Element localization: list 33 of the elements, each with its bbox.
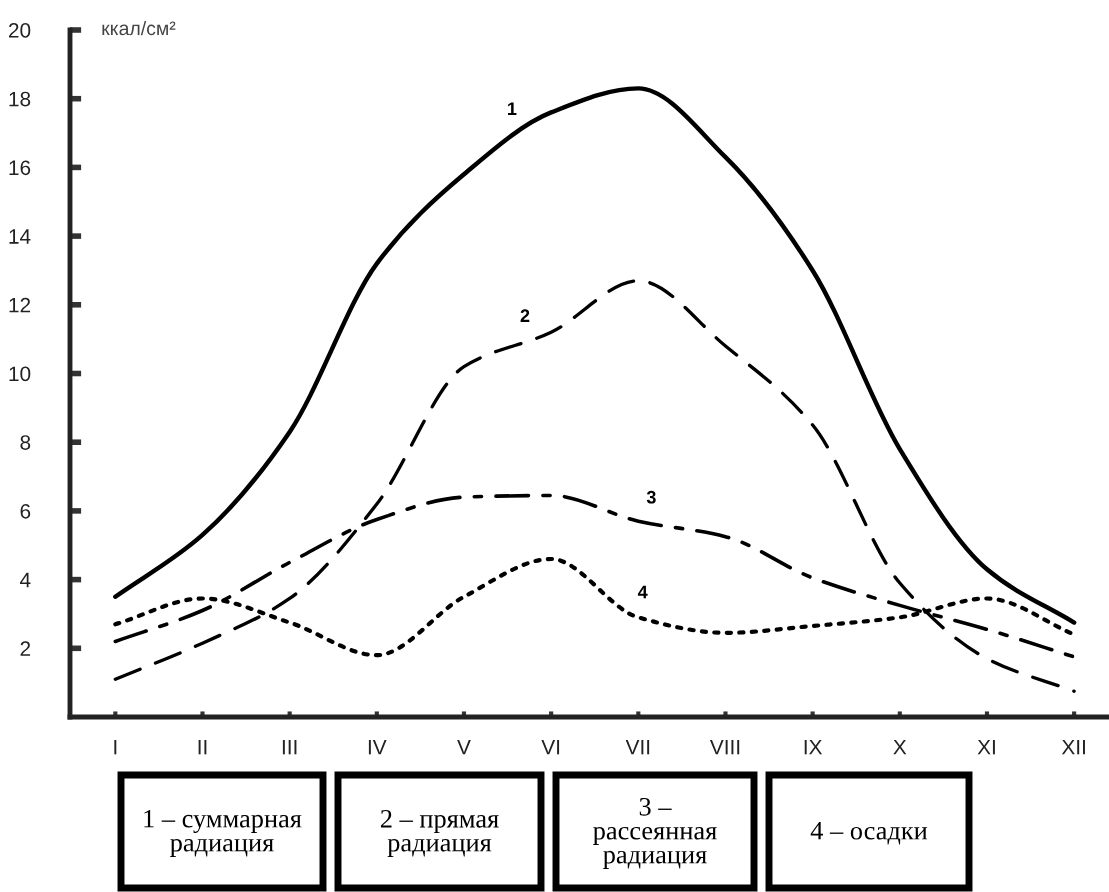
text: 2 – прямая радиация: [380, 809, 499, 857]
y-tick-label: 16: [9, 160, 31, 176]
y-tick-label: 2: [20, 641, 31, 656]
x-tick-label: I: [114, 739, 117, 755]
y-tick-label: 12: [9, 297, 31, 313]
x-tick-label: IV: [368, 739, 387, 755]
series-label: 2: [520, 309, 530, 322]
line-series: [113, 279, 1076, 693]
x-tick-label: IX: [804, 739, 823, 755]
x-tick-label: III: [282, 739, 297, 755]
x-tick-label: V: [457, 739, 471, 755]
line-series: [113, 86, 1077, 625]
y-axis-title: ккал/см²: [102, 20, 176, 36]
x-tick-label: II: [198, 739, 207, 755]
x-tick-label: XII: [1061, 739, 1085, 755]
y-tick-label: 8: [20, 435, 31, 450]
y-tick-label: 14: [9, 229, 31, 244]
x-tick-label: X: [893, 739, 907, 755]
text: 4 – осадки: [810, 821, 928, 845]
x-tick-label: VI: [541, 739, 560, 755]
text: 1 – суммарная радиация: [144, 809, 302, 857]
y-tick-label: 4: [20, 572, 31, 588]
y-tick-label: 20: [8, 23, 31, 38]
text: 3 – рассеянная радиация: [593, 797, 717, 869]
y-tick-label: 10: [9, 366, 31, 382]
x-tick-label: VIII: [709, 739, 740, 755]
y-tick-label: 18: [9, 91, 31, 107]
y-tick-label: 6: [20, 503, 31, 519]
x-tick-label: VII: [625, 739, 650, 755]
series-label: 1: [508, 102, 517, 115]
series-label: 3: [646, 490, 656, 504]
series-label: 4: [637, 585, 648, 599]
x-tick-label: XI: [977, 739, 995, 755]
